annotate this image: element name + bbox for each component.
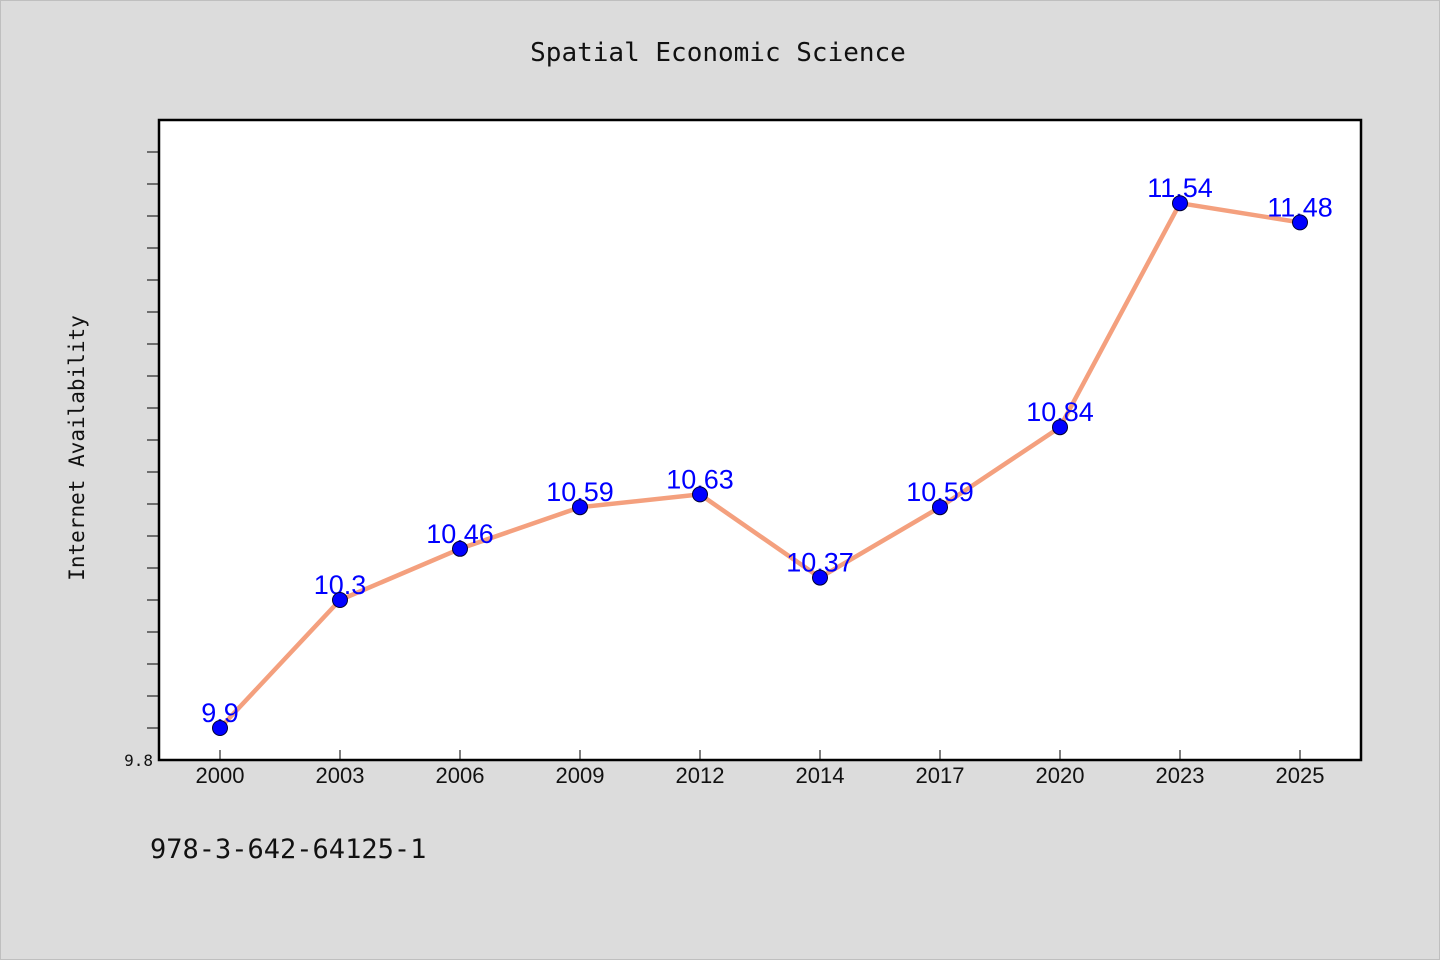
data-point-marker: [812, 569, 828, 586]
y-axis-ticks: 9.8: [124, 151, 159, 770]
x-tick-label: 2012: [676, 763, 725, 788]
data-point-marker: [1052, 419, 1068, 436]
x-tick-label: 2003: [316, 763, 365, 788]
data-point-marker: [332, 592, 348, 608]
x-tick-label: 2000: [196, 763, 245, 788]
series-line-group: [217, 200, 1303, 731]
plot-area: [157, 118, 1363, 762]
footer-isbn: 978-3-642-64125-1: [150, 834, 427, 865]
x-axis-ticks: 2000 2003 2006 2009 2012 2014 2017 2020 2023 2025: [196, 750, 1325, 788]
x-tick-label: 2025: [1276, 763, 1325, 788]
data-point-marker: [1172, 195, 1188, 212]
data-point-marker: [452, 540, 468, 557]
x-tick-label: 2014: [796, 763, 845, 788]
data-point-marker: [212, 720, 228, 736]
x-tick-label: 2023: [1156, 763, 1205, 788]
series-line: [217, 200, 1303, 731]
x-tick-label: 2020: [1036, 763, 1085, 788]
data-point-marker: [692, 486, 708, 503]
x-tick-label: 2017: [916, 763, 965, 788]
data-point-marker: [572, 499, 588, 516]
x-tick-label: 2006: [436, 763, 485, 788]
markers-group: [212, 195, 1308, 736]
y-axis-label: Internet Availability: [65, 315, 89, 581]
y-tick-label: 9.8: [124, 751, 153, 770]
chart-title: Spatial Economic Science: [530, 38, 906, 68]
data-point-marker: [1292, 214, 1308, 231]
x-tick-label: 2009: [556, 763, 605, 788]
data-point-marker: [932, 499, 948, 516]
